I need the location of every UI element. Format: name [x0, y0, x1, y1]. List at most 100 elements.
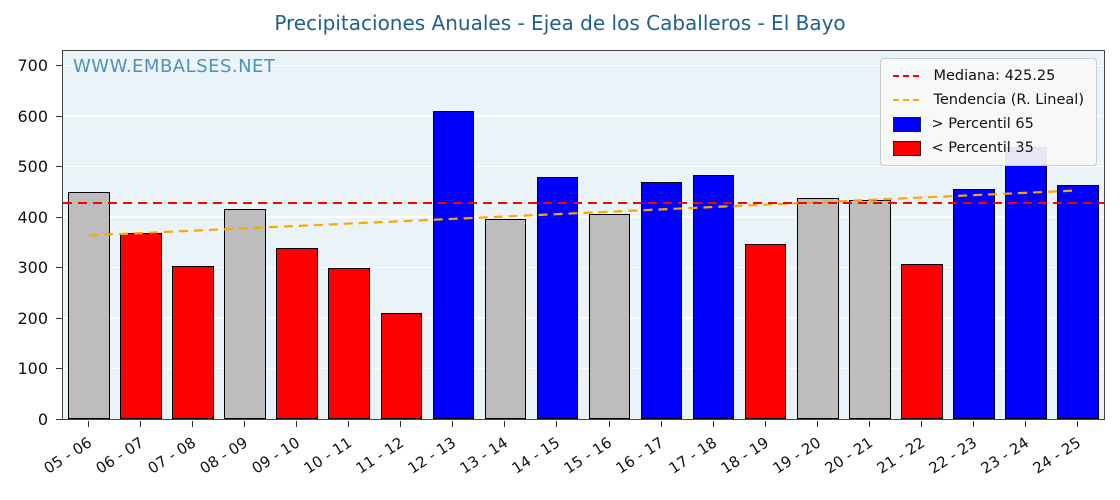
x-tick-mark	[972, 421, 974, 427]
x-tick-mark	[140, 421, 142, 427]
x-tick-mark	[556, 421, 558, 427]
legend-label: > Percentil 65	[931, 116, 1034, 132]
y-tick-label: 700	[17, 56, 48, 75]
x-tick-label: 21 - 22	[873, 433, 928, 478]
x-tick-mark	[608, 421, 610, 427]
x-tick-label: 16 - 17	[613, 433, 668, 478]
x-tick-mark	[192, 421, 194, 427]
gridline	[63, 367, 1104, 370]
legend-swatch	[893, 116, 922, 132]
x-tick-mark	[400, 421, 402, 427]
x-axis: 05 - 06 06 - 07 07 - 08 08 - 09 09 - 10 10 - …	[41, 421, 1105, 499]
legend-label: < Percentil 35	[931, 140, 1034, 156]
x-tick-mark	[504, 421, 506, 427]
x-tick-mark	[244, 421, 246, 427]
gridline	[63, 165, 1104, 168]
x-tick-mark	[868, 421, 870, 427]
y-tick-mark	[56, 65, 62, 66]
legend-item: Tendencia (R. Lineal)	[893, 92, 1084, 108]
x-tick-mark	[348, 421, 350, 427]
bar	[432, 110, 475, 419]
x-tick-label: 11 - 12	[352, 433, 408, 478]
bar	[68, 192, 110, 419]
median-line	[63, 201, 1104, 204]
chart-title: Precipitaciones Anuales - Ejea de los Ca…	[274, 11, 846, 35]
x-tick-mark	[1076, 421, 1078, 427]
bar	[640, 182, 683, 419]
y-tick-mark	[56, 115, 62, 117]
x-tick-label: 13 - 14	[456, 433, 512, 478]
x-tick-label: 23 - 24	[977, 433, 1032, 478]
gridline	[63, 115, 1104, 117]
x-tick-mark	[88, 421, 90, 427]
x-tick-label: 07 - 08	[144, 433, 200, 478]
watermark: WWW.EMBALSES.NET	[73, 56, 276, 77]
legend-swatch	[893, 140, 922, 156]
y-tick-label: 200	[17, 308, 48, 328]
x-tick-mark	[1024, 421, 1026, 427]
x-tick-mark	[296, 421, 298, 427]
x-tick-label: 08 - 09	[196, 433, 252, 478]
bar	[692, 175, 735, 419]
x-tick-label: 14 - 15	[509, 433, 564, 478]
y-tick-mark	[56, 166, 62, 168]
y-tick-label: 100	[17, 359, 48, 379]
x-tick-label: 10 - 11	[300, 433, 356, 478]
bar	[796, 198, 839, 419]
y-tick-mark	[56, 419, 62, 420]
gridline	[63, 266, 1104, 269]
legend-swatch	[893, 74, 924, 78]
bar	[536, 177, 579, 419]
x-tick-mark	[660, 421, 662, 427]
y-tick-label: 0	[37, 410, 48, 429]
bar	[380, 312, 423, 419]
bar	[953, 188, 995, 419]
bar	[328, 268, 371, 419]
x-tick-label: 06 - 07	[92, 433, 147, 478]
y-tick-label: 600	[17, 106, 48, 126]
x-tick-mark	[764, 421, 766, 427]
bar	[484, 219, 527, 419]
x-tick-mark	[452, 421, 454, 427]
bar	[901, 264, 943, 419]
gridline	[63, 64, 1104, 66]
x-tick-label: 19 - 20	[769, 433, 824, 478]
x-tick-label: 15 - 16	[561, 433, 616, 478]
legend-item: Mediana: 425.25	[893, 68, 1084, 84]
bar	[744, 243, 787, 419]
x-tick-label: 18 - 19	[717, 433, 772, 478]
legend-item: > Percentil 65	[893, 116, 1084, 132]
bar	[172, 265, 214, 419]
gridline	[63, 216, 1104, 218]
x-tick-label: 12 - 13	[404, 433, 460, 478]
x-tick-label: 17 - 18	[665, 433, 720, 478]
legend-label: Mediana: 425.25	[933, 68, 1056, 84]
bar	[848, 199, 891, 419]
y-tick-label: 500	[17, 157, 48, 177]
x-tick-mark	[816, 421, 818, 427]
y-tick-label: 400	[17, 207, 48, 227]
x-tick-label: 20 - 21	[821, 433, 876, 478]
x-tick-mark	[920, 421, 922, 427]
gridline	[63, 317, 1104, 319]
y-tick-label: 300	[17, 258, 48, 278]
y-tick-mark	[56, 317, 62, 319]
y-axis: 0 100 200 300 400 500 600 700	[0, 50, 62, 429]
bar	[1057, 185, 1099, 419]
legend-swatch	[893, 98, 924, 102]
bar	[588, 214, 631, 419]
x-tick-label: 05 - 06	[40, 433, 95, 478]
x-tick-label: 09 - 10	[248, 433, 304, 478]
legend-item: < Percentil 35	[893, 140, 1084, 156]
bar	[224, 209, 266, 419]
x-tick-label: 24 - 25	[1029, 433, 1084, 478]
x-tick-mark	[712, 421, 714, 427]
y-tick-mark	[56, 216, 62, 218]
y-tick-mark	[56, 267, 62, 269]
y-tick-mark	[56, 368, 62, 370]
legend-label: Tendencia (R. Lineal)	[933, 92, 1084, 108]
legend: Mediana: 425.25 Tendencia (R. Lineal) > Pe…	[880, 58, 1097, 166]
bar	[276, 248, 319, 419]
plot-area: WWW.EMBALSES.NET Mediana: 425.25 Tendenci…	[62, 50, 1105, 420]
